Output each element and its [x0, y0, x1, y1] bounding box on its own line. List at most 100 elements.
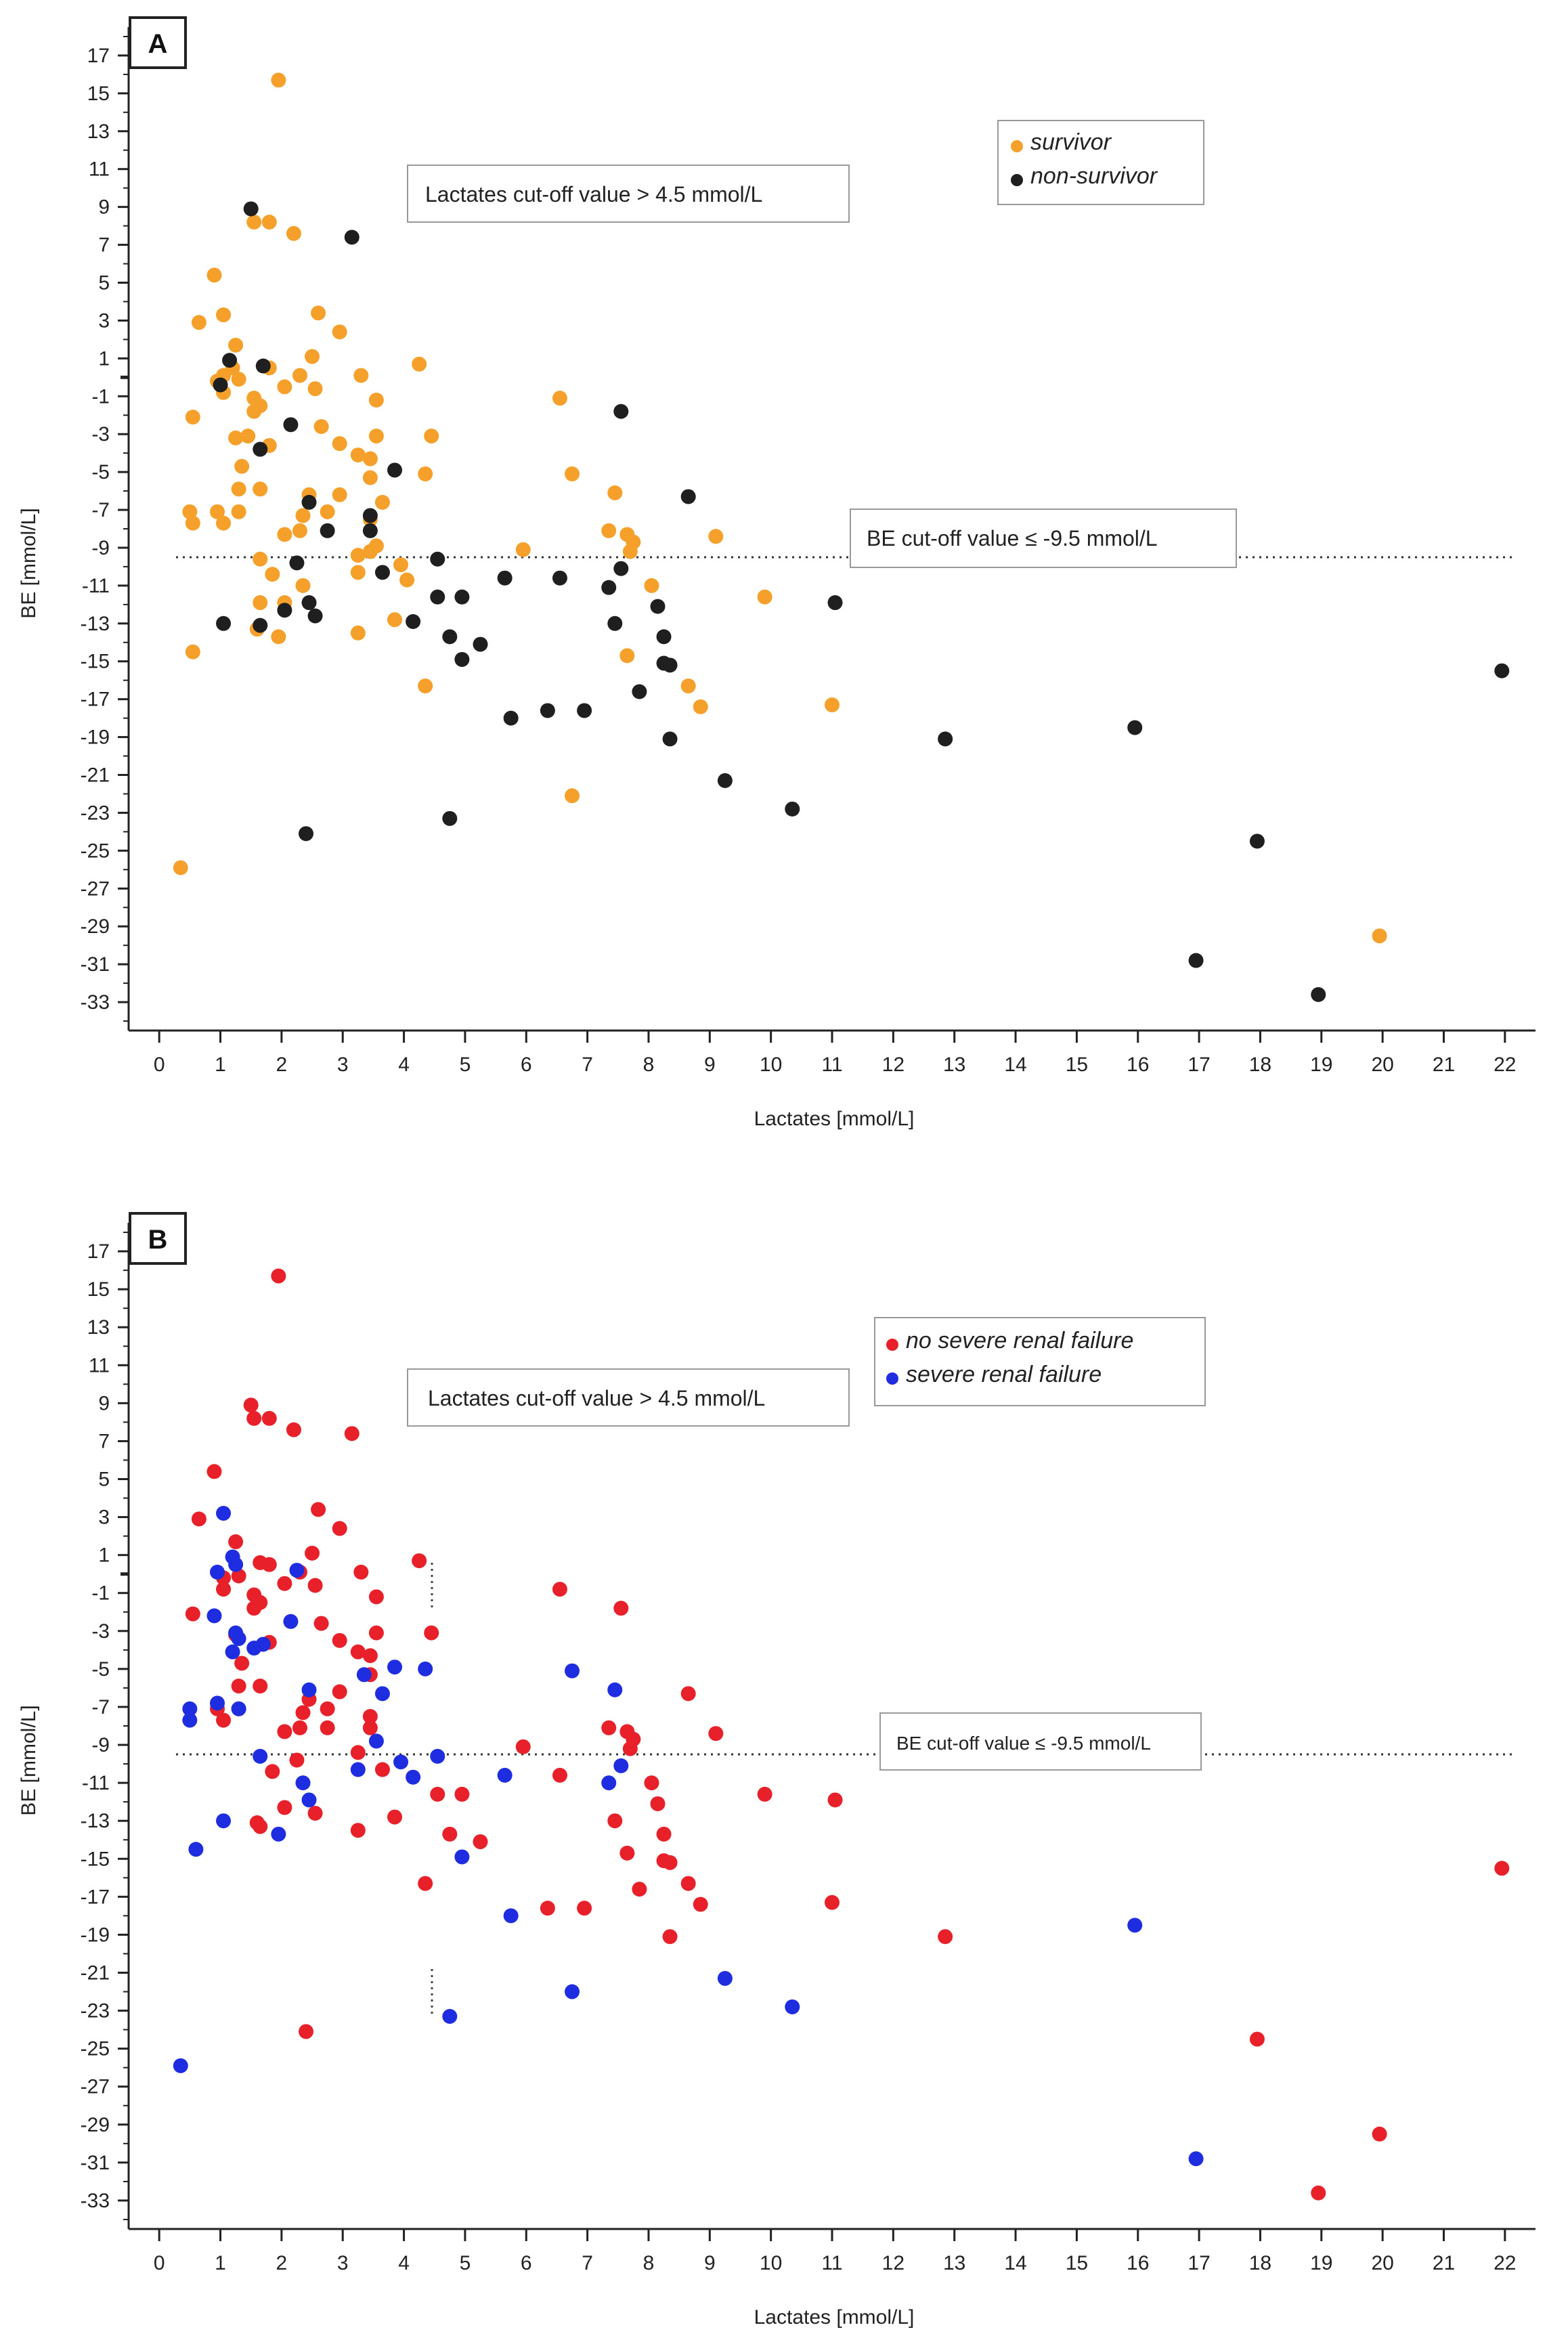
x-tick-label: 3 — [337, 2252, 349, 2274]
data-point-no-severe-renal-failure — [368, 1625, 384, 1641]
x-tick-label: 14 — [1004, 2252, 1026, 2274]
y-tick-label: 13 — [87, 121, 110, 143]
data-point-survivor — [228, 337, 244, 353]
data-point-survivor — [191, 315, 206, 330]
x-tick-label: 4 — [398, 2252, 410, 2274]
x-tick-label: 1 — [215, 2252, 226, 2274]
data-point-survivor — [332, 436, 347, 452]
data-point-survivor — [619, 648, 635, 664]
y-tick-label: 13 — [87, 1316, 110, 1339]
y-tick-label: 1 — [98, 1544, 110, 1567]
data-point-survivor — [362, 544, 378, 559]
data-point-no-severe-renal-failure — [577, 1901, 592, 1916]
x-tick-label: 9 — [704, 2252, 716, 2274]
panel-label: B — [148, 1225, 168, 1255]
data-point-non-survivor — [243, 201, 259, 217]
y-tick-label: 15 — [87, 1278, 110, 1301]
y-tick-label: -9 — [91, 1734, 110, 1756]
data-point-survivor — [271, 72, 286, 88]
data-point-non-survivor — [1311, 987, 1326, 1002]
x-tick-label: 9 — [704, 1054, 716, 1076]
data-point-no-severe-renal-failure — [277, 1800, 292, 1815]
chart-panel-a: 1715131197531-1-3-5-7-9-11-13-15-17-19-2… — [18, 16, 1536, 1130]
data-point-no-severe-renal-failure — [1494, 1861, 1510, 1876]
data-point-severe-renal-failure — [188, 1842, 204, 1857]
y-axis-ticks: 17 15 13 11 9 7 5 3 1 -1 -3 -5 -7 -9 -11 -13 -15 -17 -19 -2… — [81, 1232, 129, 2220]
data-point-no-severe-renal-failure — [286, 1422, 301, 1437]
data-point-non-survivor — [213, 377, 228, 393]
data-point-severe-renal-failure — [283, 1614, 299, 1629]
x-tick-label: 20 — [1371, 2252, 1393, 2274]
y-tick-label: -29 — [81, 2114, 110, 2136]
y-tick-label: 3 — [98, 309, 110, 332]
x-axis-title: Lactates [mmol/L] — [754, 1108, 915, 1130]
data-point-survivor — [277, 527, 292, 542]
data-point-no-severe-renal-failure — [656, 1826, 672, 1842]
x-tick-label: 7 — [582, 1054, 593, 1076]
data-point-non-survivor — [362, 508, 378, 523]
data-point-survivor — [246, 404, 262, 419]
data-point-non-survivor — [503, 710, 519, 726]
data-point-non-survivor — [1494, 663, 1510, 678]
data-point-no-severe-renal-failure — [350, 1745, 366, 1760]
data-point-severe-renal-failure — [210, 1564, 225, 1580]
y-tick-label: -31 — [81, 2152, 110, 2174]
data-point-non-survivor — [613, 404, 629, 419]
data-point-survivor — [206, 267, 222, 283]
data-point-no-severe-renal-failure — [515, 1739, 531, 1754]
y-tick-label: -33 — [81, 2190, 110, 2212]
data-point-survivor — [350, 625, 366, 641]
data-point-non-survivor — [387, 462, 403, 478]
x-tick-label: 21 — [1433, 2252, 1455, 2274]
data-point-survivor — [173, 860, 188, 875]
data-point-no-severe-renal-failure — [313, 1616, 329, 1631]
data-point-severe-renal-failure — [368, 1733, 384, 1749]
data-point-non-survivor — [454, 589, 470, 605]
y-tick-label: 1 — [98, 347, 110, 370]
data-point-severe-renal-failure — [503, 1908, 519, 1924]
data-point-no-severe-renal-failure — [374, 1762, 390, 1777]
data-point-non-survivor — [277, 603, 292, 618]
y-tick-label: -5 — [91, 1658, 110, 1681]
data-point-severe-renal-failure — [301, 1792, 317, 1808]
legend-swatch-no-severe-renal-failure — [886, 1339, 898, 1351]
y-tick-label: 9 — [98, 1392, 110, 1414]
data-point-survivor — [757, 589, 772, 605]
legend-entry-severe-renal-failure: severe renal failure — [906, 1362, 1102, 1387]
data-point-severe-renal-failure — [607, 1682, 623, 1697]
data-point-no-severe-renal-failure — [305, 1545, 320, 1561]
data-point-survivor — [185, 644, 200, 659]
data-point-survivor — [240, 428, 256, 443]
data-point-non-survivor — [374, 565, 390, 580]
y-tick-label: -29 — [81, 915, 110, 938]
data-point-severe-renal-failure — [717, 1970, 733, 1986]
data-point-no-severe-renal-failure — [253, 1679, 268, 1694]
y-tick-label: -15 — [81, 651, 110, 673]
data-point-non-survivor — [497, 570, 513, 586]
data-point-severe-renal-failure — [225, 1644, 240, 1660]
data-point-non-survivor — [540, 703, 555, 718]
data-point-no-severe-renal-failure — [185, 1606, 200, 1622]
x-tick-label: 19 — [1310, 2252, 1332, 2274]
data-point-severe-renal-failure — [216, 1813, 232, 1829]
data-point-no-severe-renal-failure — [424, 1625, 439, 1641]
x-tick-label: 17 — [1188, 2252, 1210, 2274]
data-point-severe-renal-failure — [442, 2008, 458, 2024]
data-point-survivor — [313, 419, 329, 435]
y-tick-label: -33 — [81, 991, 110, 1014]
x-tick-label: 6 — [521, 1054, 532, 1076]
data-point-survivor — [1372, 928, 1387, 944]
data-point-survivor — [253, 551, 268, 567]
y-tick-label: -27 — [81, 2076, 110, 2098]
data-point-no-severe-renal-failure — [680, 1876, 696, 1891]
data-point-severe-renal-failure — [231, 1631, 246, 1647]
data-point-severe-renal-failure — [350, 1762, 366, 1777]
data-point-severe-renal-failure — [393, 1754, 409, 1770]
data-point-survivor — [253, 481, 268, 497]
data-point-no-severe-renal-failure — [632, 1882, 647, 1897]
data-point-no-severe-renal-failure — [206, 1464, 222, 1479]
x-tick-label: 21 — [1433, 1054, 1455, 1076]
data-point-severe-renal-failure — [387, 1660, 403, 1675]
lactate-cutoff-label: Lactates cut-off value > 4.5 mmol/L — [425, 182, 762, 207]
data-point-non-survivor — [552, 570, 567, 586]
